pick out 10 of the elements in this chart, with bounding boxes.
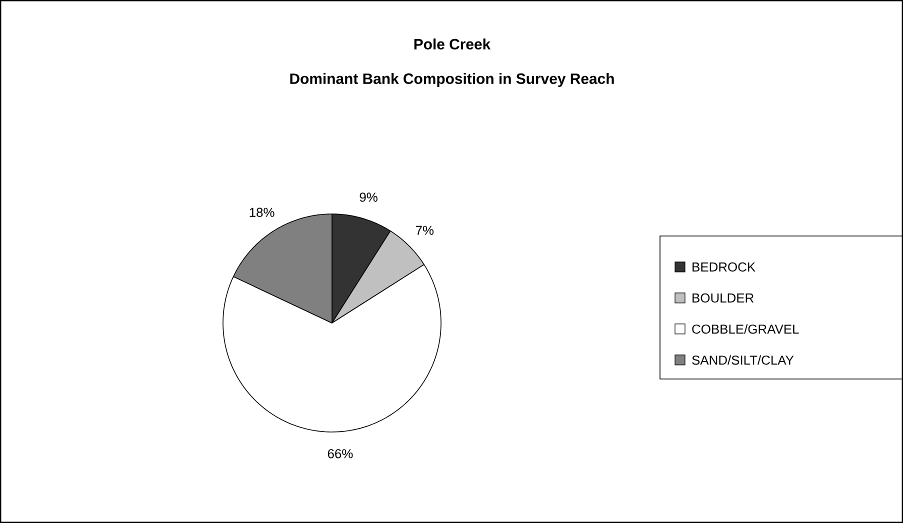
- legend-label: BEDROCK: [692, 262, 756, 272]
- legend-label: COBBLE/GRAVEL: [692, 324, 799, 334]
- legend-label: BOULDER: [692, 293, 754, 303]
- data-label: 9%: [360, 192, 378, 202]
- data-label: 66%: [328, 449, 353, 458]
- legend-label: SAND/SILT/CLAY: [692, 355, 794, 365]
- data-label: 18%: [250, 208, 274, 217]
- data-label: 7%: [416, 226, 434, 235]
- chart-title: Pole Creek: [414, 38, 491, 50]
- chart-subtitle: Dominant Bank Composition in Survey Reach: [290, 73, 614, 87]
